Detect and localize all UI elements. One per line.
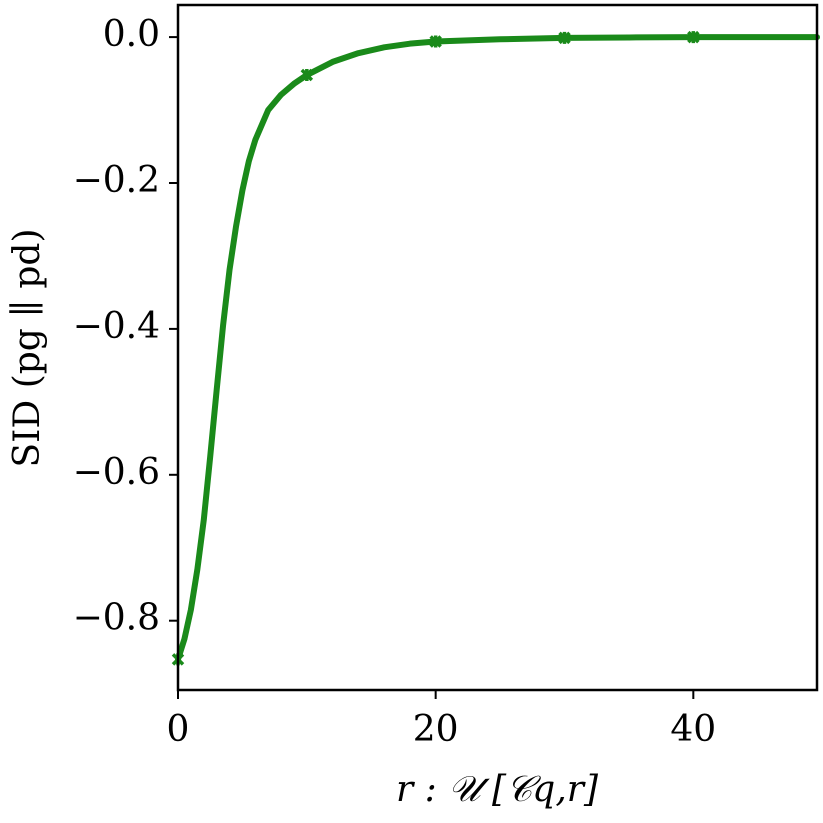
y-axis-label: SID (pg ∥ pd) <box>7 229 48 468</box>
x-tick-label: 40 <box>670 709 716 750</box>
y-tick-label: −0.2 <box>73 160 160 201</box>
line <box>175 34 820 663</box>
plot-frame <box>176 3 819 692</box>
y-tick-label: −0.4 <box>73 306 160 347</box>
marker <box>300 68 314 82</box>
marker <box>687 30 700 44</box>
x-axis-label: r : 𝒰 [𝒞q,r] <box>396 769 599 810</box>
x-tick-label: 20 <box>413 709 459 750</box>
y-tick-label: 0.0 <box>103 14 160 55</box>
marker <box>558 31 571 45</box>
marker <box>429 35 442 48</box>
y-tick-label: −0.6 <box>73 452 160 493</box>
y-tick-label: −0.8 <box>73 598 160 639</box>
x-tick-label: 0 <box>167 709 190 750</box>
